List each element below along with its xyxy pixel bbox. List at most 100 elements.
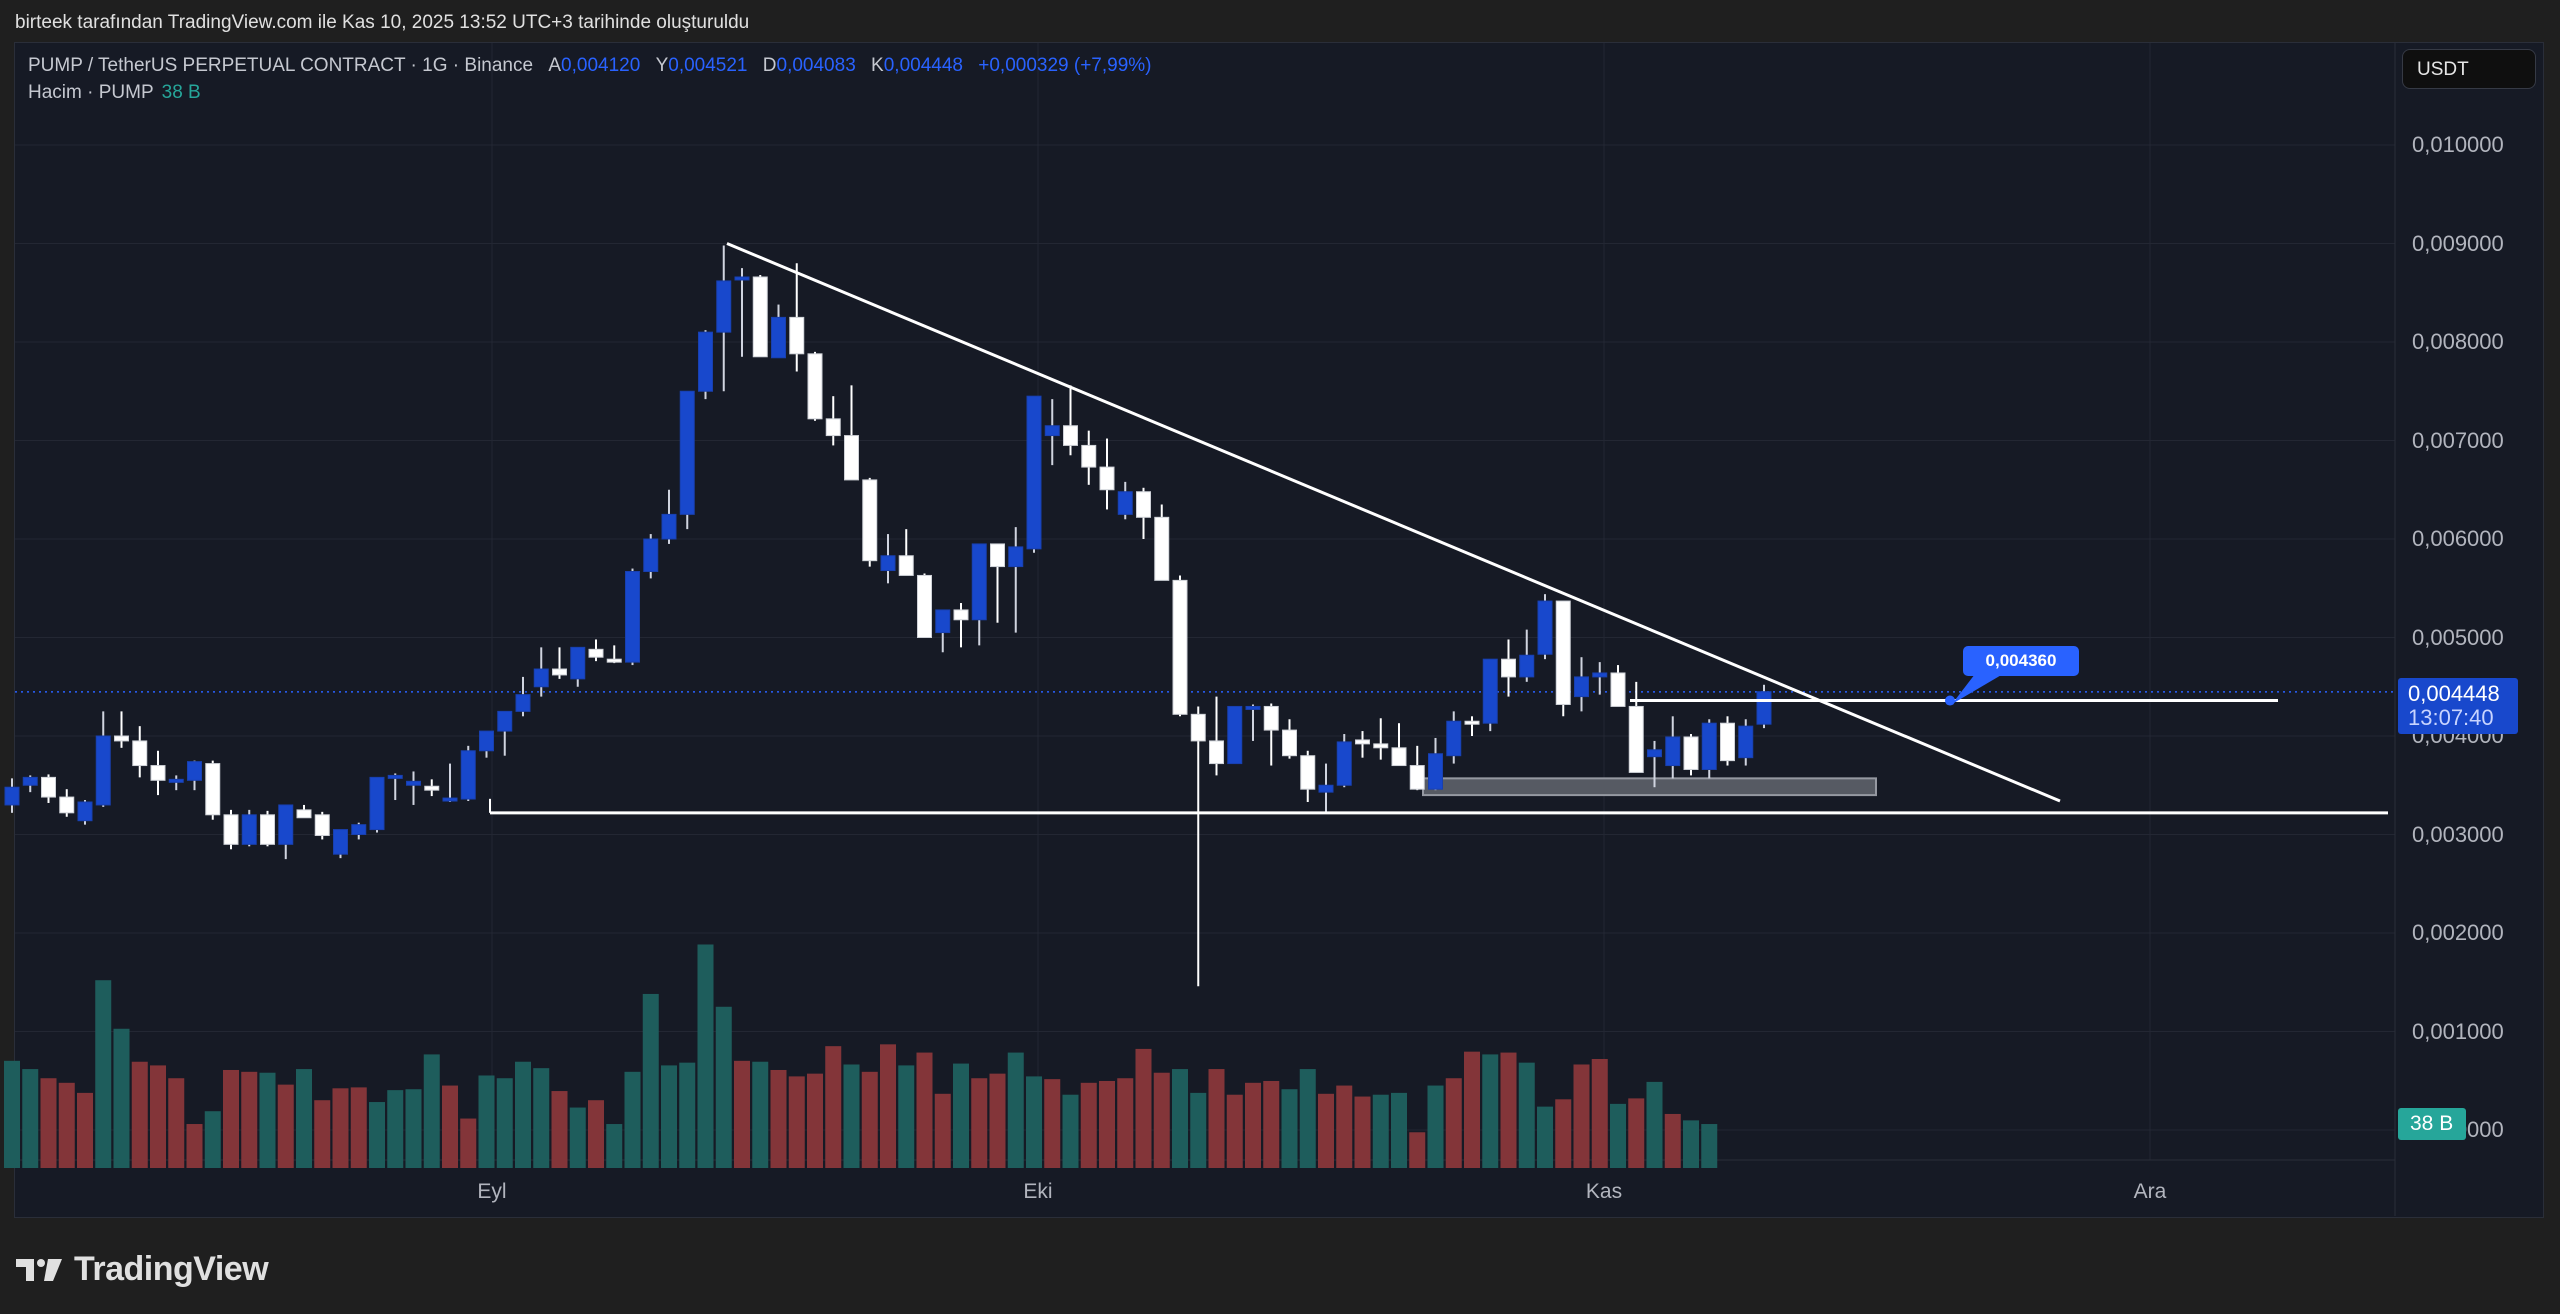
volume-bar (1628, 1098, 1645, 1168)
candle-body (552, 668, 567, 676)
candle-body (898, 555, 914, 576)
volume-bar (1062, 1094, 1079, 1168)
volume-bar (150, 1065, 166, 1168)
tradingview-logo[interactable]: TradingView (16, 1250, 269, 1289)
candle-body (1081, 444, 1097, 468)
volume-bar (4, 1060, 20, 1168)
bar-countdown: 13:07:40 (2408, 705, 2494, 730)
volume-bar (1336, 1085, 1353, 1168)
candle-body (1720, 722, 1735, 762)
volume-bar (861, 1071, 878, 1168)
candle-body (442, 797, 458, 802)
volume-bar (715, 1006, 732, 1168)
volume-bar (1518, 1062, 1535, 1168)
current-price: 0,004448 (2408, 681, 2500, 706)
volume-bar (752, 1061, 769, 1168)
volume-bar (131, 1061, 148, 1168)
volume-bar (186, 1124, 203, 1168)
volume-bar (77, 1092, 93, 1168)
volume-bar (22, 1069, 39, 1168)
volume-bar (1245, 1082, 1261, 1168)
volume-bar (296, 1069, 312, 1168)
price-axis-label: 0,010000 (2412, 132, 2504, 157)
volume-bar (387, 1090, 404, 1168)
volume-bar (1445, 1078, 1462, 1168)
volume-bar (1299, 1069, 1316, 1168)
candle-body (1428, 753, 1443, 790)
volume-bar (277, 1084, 294, 1168)
volume-bar (661, 1065, 677, 1168)
volume-bar (880, 1044, 896, 1168)
volume-bar (934, 1093, 951, 1168)
candle-body (4, 786, 20, 806)
chart-frame[interactable] (14, 42, 2544, 1218)
candle-body (643, 538, 659, 573)
candle-body (241, 814, 257, 845)
candle-body (698, 331, 713, 392)
candle-body (661, 513, 677, 540)
candle-body (132, 740, 148, 767)
volume-bar (1391, 1092, 1407, 1168)
candle-body (606, 658, 622, 663)
candle-body (716, 280, 732, 333)
candle-body (862, 479, 878, 562)
candle-body (917, 574, 932, 639)
volume-bar (989, 1073, 1006, 1168)
volume-bar (1500, 1052, 1517, 1168)
volume-bar (423, 1054, 440, 1168)
volume-bar (369, 1102, 385, 1168)
chart-attribution: birteek tarafından TradingView.com ile K… (15, 12, 750, 33)
volume-bar (241, 1071, 258, 1168)
candle-body (1282, 729, 1297, 757)
candle-body (679, 390, 695, 515)
candle-body (424, 785, 440, 791)
volume-bar (843, 1064, 860, 1168)
low-value: 0,004083 (776, 55, 856, 76)
volume-bar (1208, 1069, 1225, 1168)
volume-bar (679, 1062, 696, 1168)
candle-body (935, 609, 951, 634)
volume-bar (898, 1065, 915, 1168)
currency-button[interactable]: USDT (2402, 49, 2536, 89)
volume-bar (734, 1060, 750, 1168)
volume-bar (1701, 1124, 1718, 1168)
candle-body (479, 730, 494, 752)
volume-bar (1026, 1076, 1042, 1168)
candle-body (168, 778, 184, 783)
volume-bar (1153, 1072, 1170, 1168)
candle-body (971, 543, 987, 621)
volume-bar (1044, 1079, 1061, 1168)
open-value: 0,004120 (561, 55, 641, 76)
candle-body (1318, 784, 1334, 793)
price-annotation-callout[interactable]: 0,004360 (1963, 646, 2079, 676)
volume-bar (478, 1075, 495, 1168)
price-axis-label: 0,002000 (2412, 920, 2504, 945)
candle-body (1756, 691, 1772, 725)
candle-body (77, 801, 93, 822)
volume-bar (642, 993, 659, 1168)
candle-body (588, 648, 604, 658)
volume-bar (168, 1078, 185, 1168)
volume-bar (1646, 1081, 1663, 1168)
volume-bar (624, 1071, 641, 1168)
price-axis-label: 0,007000 (2412, 427, 2504, 453)
volume-bar (1372, 1094, 1389, 1168)
volume-bar (1610, 1103, 1626, 1168)
candle-body (1172, 579, 1188, 715)
volume-bar (916, 1052, 933, 1168)
candle-body (953, 609, 969, 621)
candle-body (333, 829, 348, 855)
candle-body (789, 316, 805, 355)
volume-bar (971, 1078, 988, 1168)
volume-bar (1409, 1132, 1426, 1168)
candle-body (1263, 705, 1279, 731)
candle-body (1154, 516, 1170, 581)
candle-body (1136, 491, 1151, 518)
candle-body (1190, 713, 1206, 742)
volume-bar (442, 1085, 458, 1168)
support-zone-box (1422, 777, 1877, 797)
price-axis-label: 0,009000 (2412, 230, 2504, 256)
volume-bar (314, 1100, 331, 1168)
candle-body (1446, 720, 1462, 757)
